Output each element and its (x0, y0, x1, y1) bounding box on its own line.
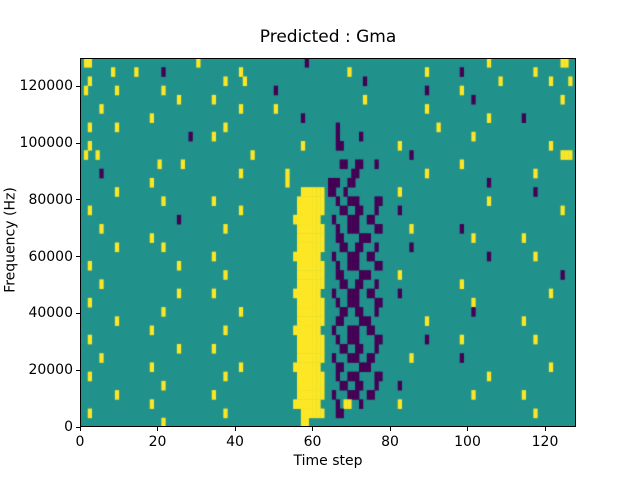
y-tick-mark (76, 426, 80, 428)
x-tick-mark (157, 427, 158, 431)
y-tick-mark (76, 256, 80, 258)
y-tick-label: 80000 (28, 191, 73, 208)
x-tick-label: 80 (381, 434, 399, 450)
y-tick-mark (76, 312, 80, 314)
x-tick-label: 20 (148, 434, 167, 450)
x-tick-mark (544, 427, 546, 431)
x-tick-label: 120 (531, 434, 559, 450)
chart-title: Predicted : Gma (259, 27, 397, 47)
y-tick-label: 40000 (28, 305, 73, 322)
x-tick-mark (79, 427, 81, 431)
y-tick-mark (76, 369, 80, 371)
x-tick-mark (312, 427, 313, 431)
y-tick-mark (76, 85, 80, 87)
y-tick-mark (76, 199, 80, 201)
x-tick-label: 0 (75, 434, 85, 450)
plot-area (80, 58, 576, 427)
y-tick-label: 60000 (28, 248, 73, 265)
x-tick-mark (467, 427, 468, 431)
y-tick-mark (76, 142, 80, 144)
x-tick-mark (234, 427, 236, 431)
x-tick-label: 40 (226, 434, 244, 450)
y-tick-label: 20000 (28, 362, 73, 379)
x-tick-label: 100 (454, 434, 481, 450)
heatmap-canvas (80, 58, 576, 427)
x-tick-mark (389, 427, 391, 431)
y-tick-label: 100000 (19, 135, 73, 152)
x-axis-label: Time step (293, 453, 363, 469)
x-tick-label: 60 (303, 434, 322, 450)
y-tick-label: 0 (64, 419, 73, 435)
y-tick-label: 120000 (19, 78, 73, 95)
